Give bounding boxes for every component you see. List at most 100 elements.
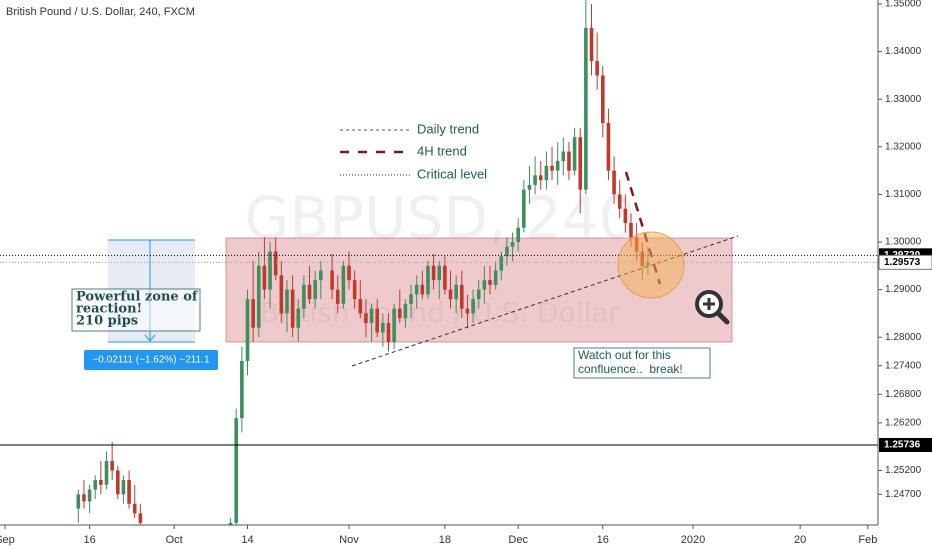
candle-body <box>115 470 120 495</box>
candle-body <box>567 151 571 171</box>
legend-label: 4H trend <box>417 143 467 158</box>
zone-note: Powerful zone of <box>76 290 199 305</box>
candle-body <box>584 27 588 190</box>
candle-body <box>471 299 475 314</box>
candle-body <box>273 251 278 276</box>
x-tick-label: Oct <box>166 534 183 546</box>
candle-body <box>228 522 233 525</box>
candle-body <box>516 227 520 243</box>
candle-body <box>121 480 126 495</box>
candle-body <box>110 460 114 471</box>
candle-body <box>268 251 272 290</box>
candle-body <box>606 123 611 171</box>
y-tick-label: 1.26200 <box>885 418 922 429</box>
candle-body <box>330 270 334 290</box>
candle-body <box>431 265 436 281</box>
watermark: GBPUSD, 240 <box>244 184 635 252</box>
candle-body <box>550 165 554 171</box>
candle-body <box>476 289 481 300</box>
x-tick-label: Feb <box>858 534 877 546</box>
measure-badge <box>84 350 218 370</box>
candle-body <box>522 189 526 228</box>
candle-body <box>578 137 583 190</box>
candle-body <box>352 280 357 300</box>
candle-body <box>623 208 628 223</box>
candle-body <box>93 480 98 490</box>
legend-label: Daily trend <box>417 121 479 136</box>
y-tick-label: 1.26800 <box>885 389 922 400</box>
price-badge-label: 1.29573 <box>884 257 921 268</box>
candle-body <box>454 284 458 300</box>
candle-body <box>527 184 532 190</box>
zone-note: 210 pips <box>76 314 138 329</box>
y-tick-label: 1.32000 <box>885 141 922 152</box>
candle-body <box>426 265 430 295</box>
x-tick-label: 14 <box>241 534 253 546</box>
candle-body <box>629 222 633 238</box>
candle-body <box>341 265 346 304</box>
x-tick-label: Sep <box>0 534 15 546</box>
candle-body <box>595 61 599 76</box>
price-axis <box>878 0 932 550</box>
y-tick-label: 1.33000 <box>885 94 922 105</box>
candle-body <box>296 308 301 328</box>
candle-body <box>600 75 605 124</box>
confluence-note: confluence.. break! <box>578 362 683 376</box>
x-tick-label: Nov <box>339 534 359 546</box>
x-tick-label: 2020 <box>681 534 705 546</box>
candle-body <box>403 303 408 319</box>
candles <box>76 0 650 525</box>
y-tick-label: 1.31000 <box>885 189 922 200</box>
candle-body <box>234 418 239 523</box>
candle-body <box>290 289 295 328</box>
measure-arrowhead <box>144 334 156 342</box>
legend-label: Critical level <box>417 166 487 181</box>
candle-body <box>347 265 351 281</box>
candle-body <box>99 480 103 485</box>
candle-body <box>319 270 323 281</box>
candle-body <box>82 494 86 502</box>
y-tick-label: 1.29000 <box>885 284 922 295</box>
y-tick-label: 1.30000 <box>885 237 922 248</box>
candle-body <box>335 289 340 304</box>
candle-body <box>420 284 425 295</box>
candle-body <box>245 299 250 362</box>
candle-body <box>448 289 453 300</box>
candle-body <box>76 494 81 509</box>
candle-body <box>505 246 509 257</box>
x-tick-label: 16 <box>83 534 95 546</box>
candle-body <box>617 194 622 209</box>
x-tick-label: 20 <box>794 534 806 546</box>
candle-body <box>544 165 549 181</box>
candle-body <box>132 503 137 514</box>
candle-body <box>364 313 368 323</box>
candle-body <box>104 460 109 485</box>
price-badge <box>879 437 932 452</box>
zoom-icon[interactable] <box>695 290 730 325</box>
price-badge-label: 1.25736 <box>884 440 921 451</box>
candle-body <box>460 284 464 309</box>
candle-body <box>256 265 261 328</box>
confluence-note: Watch out for this <box>578 348 671 362</box>
candle-body <box>437 265 442 281</box>
x-tick-label: 16 <box>597 534 609 546</box>
candle-body <box>397 308 402 319</box>
candle-body <box>307 284 312 300</box>
candle-body <box>409 294 413 304</box>
candle-body <box>127 480 131 504</box>
candle-body <box>572 137 577 171</box>
y-tick-label: 1.34000 <box>885 46 922 57</box>
candle-body <box>87 489 92 502</box>
candle-body <box>612 170 616 195</box>
candle-body <box>369 308 374 323</box>
candle-body <box>262 265 267 290</box>
watermark-subtitle: British Pound / U.S. Dollar <box>260 296 620 329</box>
candle-body <box>381 322 385 333</box>
watermark-group: GBPUSD, 240 British Pound / U.S. Dollar <box>244 184 635 329</box>
price-badge <box>878 254 932 270</box>
levels <box>0 254 878 446</box>
y-tick-label: 1.25200 <box>885 465 922 476</box>
candle-body <box>533 175 537 185</box>
